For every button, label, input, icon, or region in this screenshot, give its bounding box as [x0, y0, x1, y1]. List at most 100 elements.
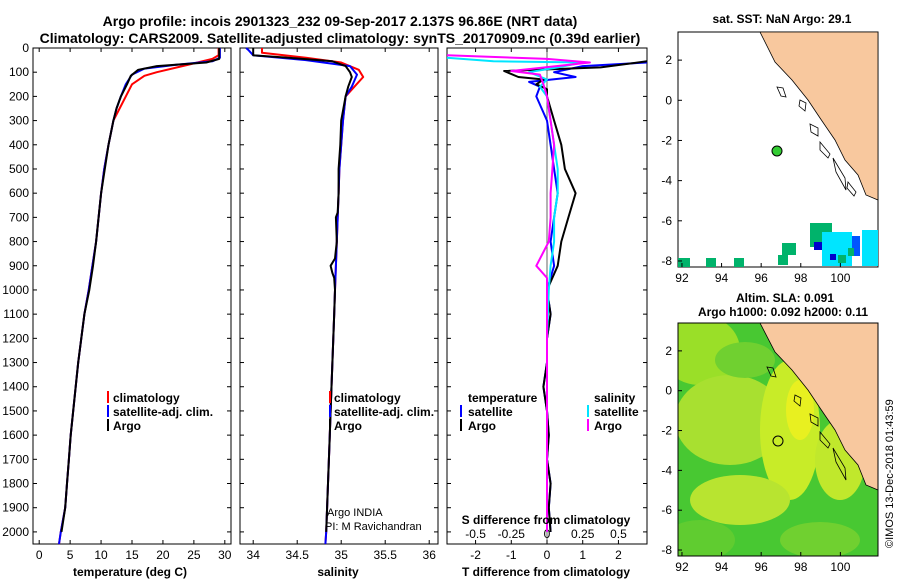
depth-tick-label: 1900: [2, 501, 29, 515]
legend-argo-label: Argo: [334, 419, 362, 433]
x-tick-label: 20: [156, 548, 170, 562]
sst-pixel: [838, 255, 846, 263]
sla-patch: [715, 342, 775, 378]
depth-tick-label: 200: [9, 89, 29, 103]
x-tick-label: -2: [470, 548, 481, 562]
depth-tick-label: 1200: [2, 331, 29, 345]
s-tick-label: -0.5: [465, 527, 486, 541]
map-lon-label: 98: [794, 271, 808, 285]
depth-tick-label: 0: [22, 41, 29, 55]
legend-s-argo-label: Argo: [594, 419, 622, 433]
depth-tick-label: 500: [9, 162, 29, 176]
depth-tick-label: 900: [9, 259, 29, 273]
sla-argo-marker: [772, 435, 784, 447]
difference-legend: temperature satellite Argo salinity sate…: [460, 391, 639, 433]
map-lon-label: 92: [675, 271, 689, 285]
sla-map: 92 94 96 98 100 2 0 -2 -4 -6 -8: [661, 322, 879, 574]
depth-tick-label: 2000: [2, 525, 29, 539]
sla-patch: [678, 375, 785, 465]
depth-tick-label: 600: [9, 186, 29, 200]
depth-tick-label: 800: [9, 235, 29, 249]
difference-series: [446, 48, 648, 544]
s-tick-label: 0.25: [571, 527, 595, 541]
series-line-argo: [252, 48, 353, 532]
depth-tick-label: 100: [9, 65, 29, 79]
depth-tick-label: 1600: [2, 428, 29, 442]
map-lat-label: -6: [661, 214, 672, 228]
depth-tick-label: 1700: [2, 452, 29, 466]
legend-t-satellite-label: satellite: [468, 405, 513, 419]
x-tick-label: 0: [36, 548, 43, 562]
map-lon-label: 96: [754, 271, 768, 285]
x-tick-label: 36: [423, 548, 437, 562]
temperature-legend: climatology satellite-adj. clim. Argo: [107, 391, 213, 433]
x-tick-label: 0: [544, 548, 551, 562]
map-lat-label: 2: [665, 344, 672, 358]
credit-pi: PI: M Ravichandran: [325, 521, 422, 533]
sst-island: [776, 86, 787, 98]
watermark: ©IMOS 13-Dec-2018 01:43:59: [884, 399, 896, 548]
sst-map-title: sat. SST: NaN Argo: 29.1: [713, 12, 852, 26]
sst-map: 92 94 96 98 100 2 0 -2 -4 -6 -8: [661, 31, 879, 285]
t-difference-axis-label: T difference from climatology: [462, 565, 630, 579]
legend-satellite-label: satellite-adj. clim.: [334, 405, 434, 419]
sst-argo-marker: [771, 145, 783, 157]
sst-pixel: [848, 248, 854, 256]
map-lat-label: -4: [661, 174, 672, 188]
series-line-climatology: [261, 48, 365, 545]
sst-pixel: [822, 232, 852, 266]
depth-tick-label: 1300: [2, 356, 29, 370]
sla-map-frame: [677, 322, 879, 557]
sla-map-title-2: Argo h1000: 0.092 h2000: 0.11: [698, 305, 868, 319]
sst-pixel: [706, 258, 716, 267]
sst-pixel: [814, 242, 822, 250]
sla-patch: [786, 380, 814, 440]
map-lon-label: 100: [830, 560, 850, 574]
map-lon-label: 98: [794, 560, 808, 574]
depth-tick-label: 1500: [2, 404, 29, 418]
sst-island: [846, 181, 857, 197]
map-lat-label: -8: [661, 543, 672, 557]
x-tick-label: 30: [218, 548, 232, 562]
legend-climatology-label: climatology: [334, 391, 401, 405]
map-lat-label: -4: [661, 463, 672, 477]
depth-tick-label: 400: [9, 138, 29, 152]
series-line-satellite-adj-clim: [58, 48, 221, 545]
series-line-climatology: [58, 48, 220, 545]
depth-axis: 0 100 200 300 400 500 600 700 800 900 1000 1100 1200…: [2, 41, 647, 539]
map-lat-label: 2: [665, 53, 672, 67]
map-lon-label: 92: [675, 560, 689, 574]
sla-patch: [780, 522, 860, 556]
x-tick-label: 34.5: [286, 548, 310, 562]
sst-pixel: [678, 258, 690, 267]
sla-island: [793, 394, 802, 407]
temperature-panel-frame: [32, 47, 232, 545]
salinity-axis-label: salinity: [317, 565, 359, 579]
series-line-temperature-argo: [503, 60, 648, 532]
legend-salinity-header: salinity: [594, 391, 636, 405]
map-lon-label: 94: [715, 271, 729, 285]
legend-t-argo-label: Argo: [468, 419, 496, 433]
s-tick-label: 0.5: [610, 527, 627, 541]
title-line-2: Climatology: CARS2009. Satellite-adjuste…: [40, 30, 641, 46]
x-tick-label: 25: [187, 548, 201, 562]
sst-pixel: [782, 243, 796, 255]
x-tick-label: 10: [94, 548, 108, 562]
x-tick-label: 15: [125, 548, 139, 562]
depth-tick-label: 300: [9, 114, 29, 128]
legend-climatology-label: climatology: [113, 391, 180, 405]
s-difference-axis-label: S difference from climatology: [462, 513, 631, 527]
series-line-salinity-argo: [446, 54, 591, 532]
sst-pixel: [778, 255, 788, 265]
temperature-axis-label: temperature (deg C): [73, 565, 187, 579]
map-lat-label: -2: [661, 424, 672, 438]
sla-map-ticks: 92 94 96 98 100 2 0 -2 -4 -6 -8: [661, 344, 850, 574]
s-tick-label: -0.25: [498, 527, 526, 541]
map-lon-label: 96: [754, 560, 768, 574]
x-tick-label: -1: [506, 548, 517, 562]
sst-land-sumatra: [759, 31, 879, 201]
map-lat-label: -6: [661, 503, 672, 517]
sst-island: [798, 99, 807, 112]
legend-satellite-label: satellite-adj. clim.: [113, 405, 213, 419]
